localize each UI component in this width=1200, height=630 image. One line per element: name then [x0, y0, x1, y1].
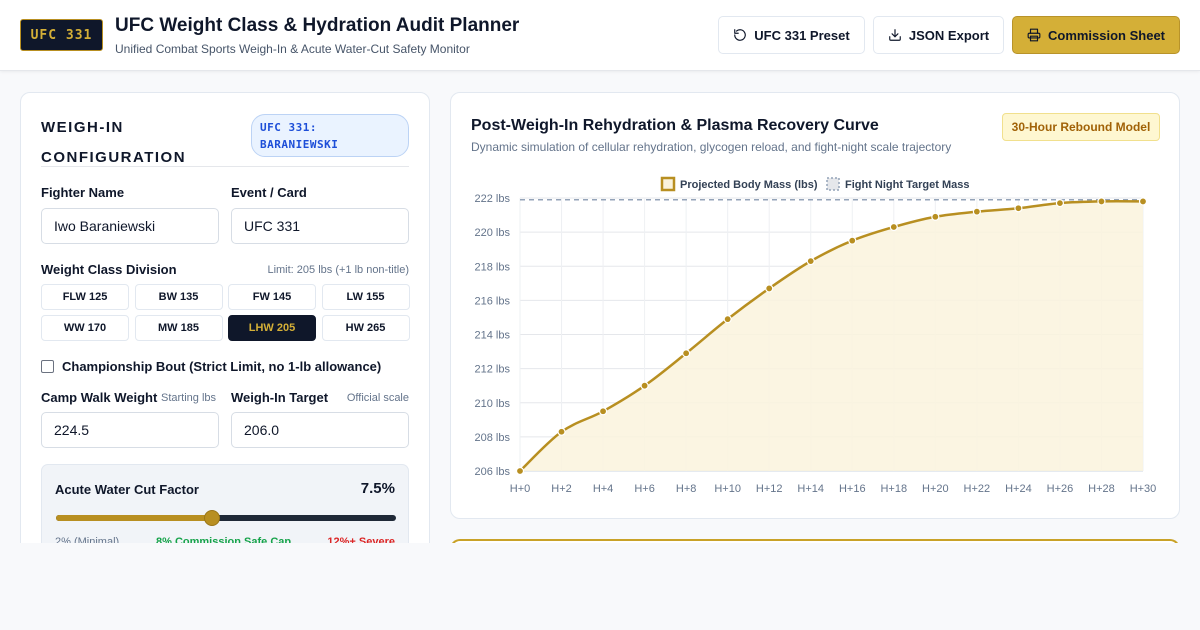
water-cut-label: Acute Water Cut Factor	[55, 482, 199, 497]
top-bar: UFC 331 UFC Weight Class & Hydration Aud…	[0, 0, 1200, 71]
weigh-in-target-label: Weigh-In Target	[231, 390, 329, 405]
data-point-body-mass	[848, 236, 857, 245]
data-point-body-mass	[1138, 197, 1148, 206]
refresh-icon	[733, 28, 747, 42]
download-icon	[888, 28, 902, 42]
x-tick-label: H+26	[1047, 483, 1074, 495]
x-tick-label: H+12	[756, 483, 783, 495]
data-point-body-mass	[723, 315, 732, 324]
slider-thumb[interactable]	[203, 510, 220, 526]
weight-class-label: Weight Class Division	[41, 262, 177, 277]
config-title: WEIGH-IN CONFIGURATION	[41, 119, 187, 166]
weigh-in-target-input[interactable]: 206.0	[231, 412, 409, 448]
weight-class-option[interactable]: WW 170	[41, 315, 129, 341]
y-tick-label: 210 lbs	[475, 398, 511, 410]
x-tick-label: H+20	[922, 483, 949, 495]
camp-walk-input[interactable]: 224.5	[41, 412, 219, 448]
preset-button[interactable]: UFC 331 Preset	[718, 16, 865, 54]
x-tick-label: H+4	[593, 483, 614, 495]
data-point-body-mass	[515, 466, 525, 476]
weight-class-option[interactable]: HW 265	[321, 315, 410, 341]
x-tick-label: H+0	[510, 483, 531, 495]
x-tick-label: H+10	[714, 483, 741, 495]
y-tick-label: 222 lbs	[475, 193, 511, 205]
x-tick-label: H+30	[1130, 483, 1157, 495]
x-tick-label: H+14	[797, 483, 824, 495]
data-point-body-mass	[1055, 199, 1065, 208]
y-tick-label: 218 lbs	[475, 261, 511, 273]
weight-class-option[interactable]: MW 185	[134, 315, 223, 341]
series-line-body-mass	[519, 200, 1144, 472]
weight-class-option[interactable]: FW 145	[228, 284, 316, 310]
championship-label: Championship Bout (Strict Limit, no 1-lb…	[62, 359, 382, 374]
y-tick-label: 216 lbs	[475, 295, 511, 307]
camp-walk-label: Camp Walk Weight	[41, 390, 158, 405]
weigh-in-target-hint: Official scale	[346, 392, 409, 404]
model-badge: 30-Hour Rebound Model	[1002, 113, 1160, 141]
rehydration-chart: Projected Body Mass (lbs) Fight Night Tar…	[475, 176, 1157, 495]
event-card-input[interactable]: UFC 331	[231, 208, 409, 244]
data-point-body-mass	[931, 212, 940, 221]
y-tick-label: 220 lbs	[475, 227, 511, 239]
json-export-button[interactable]: JSON Export	[873, 16, 1004, 54]
x-tick-label: H+16	[839, 483, 866, 495]
championship-checkbox[interactable]	[41, 360, 54, 373]
x-tick-label: H+28	[1088, 483, 1115, 495]
data-point-body-mass	[972, 207, 981, 216]
data-point-body-mass	[640, 381, 649, 390]
area-fill-body-mass	[520, 201, 1143, 471]
weight-class-option[interactable]: FLW 125	[41, 284, 129, 310]
x-tick-label: H+8	[676, 483, 697, 495]
y-tick-label: 212 lbs	[475, 364, 511, 376]
chart-panel-title: Post-Weigh-In Rehydration & Plasma Recov…	[471, 117, 879, 134]
x-tick-label: H+22	[964, 483, 991, 495]
divider	[41, 166, 409, 167]
event-card-label: Event / Card	[231, 185, 307, 200]
chart-panel-subtitle: Dynamic simulation of cellular rehydrati…	[471, 140, 952, 154]
water-cut-slider[interactable]	[56, 510, 396, 526]
weight-limit-hint: Limit: 205 lbs (+1 lb non-title)	[267, 264, 409, 276]
weigh-in-config-panel: WEIGH-IN CONFIGURATION UFC 331: BARANIEW…	[20, 92, 430, 562]
y-tick-label: 206 lbs	[475, 466, 511, 478]
printer-icon	[1027, 28, 1041, 42]
commission-sheet-label: Commission Sheet	[1047, 27, 1166, 43]
json-export-label: JSON Export	[908, 27, 990, 43]
legend-swatch-body-mass	[660, 176, 676, 192]
weight-class-option[interactable]: LHW 205	[228, 315, 316, 341]
fighter-name-label: Fighter Name	[41, 185, 125, 200]
rehydration-chart-panel: Post-Weigh-In Rehydration & Plasma Recov…	[450, 92, 1180, 519]
weight-class-option[interactable]: LW 155	[321, 284, 410, 310]
x-tick-label: H+6	[634, 483, 655, 495]
y-tick-label: 208 lbs	[475, 432, 511, 444]
viewport-cutoff	[0, 543, 1200, 630]
data-point-body-mass	[806, 257, 815, 266]
preset-button-label: UFC 331 Preset	[754, 27, 850, 43]
slider-fill	[56, 515, 212, 521]
commission-sheet-button[interactable]: Commission Sheet	[1012, 16, 1180, 54]
bout-badge: UFC 331: BARANIEWSKI	[251, 114, 409, 157]
x-tick-label: H+24	[1005, 483, 1032, 495]
x-tick-label: H+18	[880, 483, 907, 495]
x-tick-label: H+2	[551, 483, 572, 495]
data-point-body-mass	[889, 222, 898, 232]
legend-swatch-target-mass	[826, 177, 840, 191]
data-point-body-mass	[557, 427, 566, 436]
data-point-body-mass	[682, 349, 691, 358]
weight-class-option[interactable]: BW 135	[134, 284, 223, 310]
fighter-name-input[interactable]: Iwo Baraniewski	[41, 208, 219, 244]
y-tick-label: 214 lbs	[475, 330, 511, 342]
camp-walk-hint: Starting lbs	[161, 392, 217, 404]
legend-label-body-mass: Projected Body Mass (lbs)	[680, 179, 818, 191]
data-point-body-mass	[1097, 197, 1106, 206]
data-point-body-mass	[1014, 204, 1023, 213]
logo-badge: UFC 331	[20, 19, 103, 51]
data-point-body-mass	[765, 284, 774, 293]
app-title: UFC Weight Class & Hydration Audit Plann…	[115, 15, 520, 36]
legend-label-target-mass: Fight Night Target Mass	[845, 179, 969, 191]
water-cut-value: 7.5%	[360, 480, 395, 497]
data-point-body-mass	[598, 407, 608, 416]
app-subtitle: Unified Combat Sports Weigh-In & Acute W…	[115, 42, 470, 56]
